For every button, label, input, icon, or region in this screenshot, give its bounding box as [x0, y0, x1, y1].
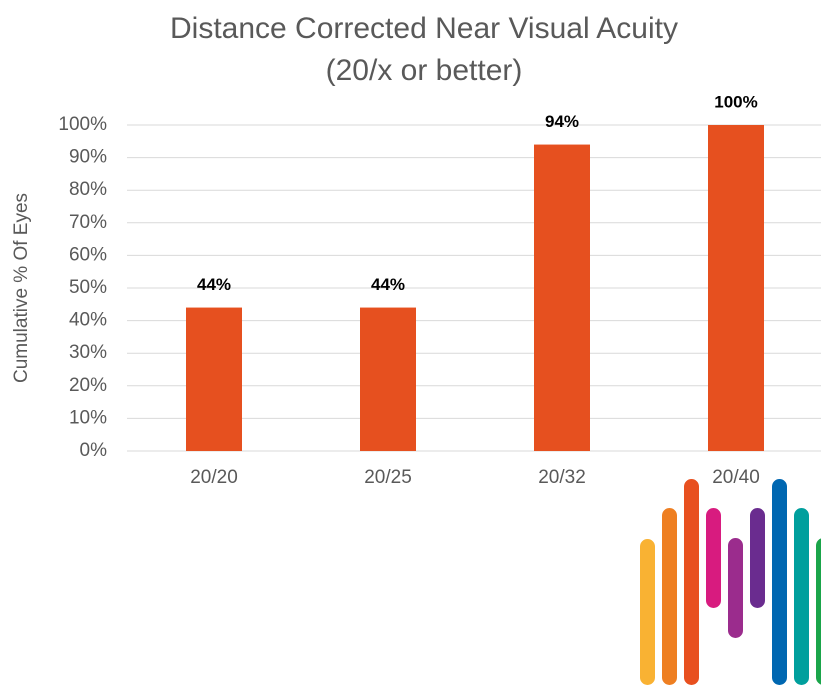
logo-bar [794, 508, 809, 685]
y-tick-label: 90% [69, 147, 107, 168]
x-tick-label: 20/20 [190, 467, 238, 488]
data-label: 44% [197, 275, 231, 294]
y-tick-label: 0% [80, 440, 108, 461]
logo-bar [816, 538, 821, 685]
y-tick-label: 70% [69, 212, 107, 233]
bar [360, 307, 416, 451]
data-label: 44% [371, 275, 405, 294]
x-tick-label: 20/25 [364, 467, 412, 488]
data-label: 100% [714, 92, 757, 111]
logo-bar [728, 538, 743, 638]
y-tick-label: 20% [69, 375, 107, 396]
y-tick-label: 40% [69, 310, 107, 331]
y-tick-label: 50% [69, 277, 107, 298]
chart-title: Distance Corrected Near Visual Acuity [170, 12, 678, 45]
y-tick-label: 100% [58, 114, 107, 135]
logo-bar [706, 508, 721, 608]
y-tick-label: 60% [69, 244, 107, 265]
y-axis-label: Cumulative % Of Eyes [11, 193, 32, 383]
bar [186, 307, 242, 451]
logo [640, 479, 821, 685]
bar [708, 125, 764, 451]
y-tick-label: 30% [69, 342, 107, 363]
x-tick-label: 20/40 [712, 467, 760, 488]
logo-bar [684, 479, 699, 685]
y-tick-label: 80% [69, 179, 107, 200]
x-tick-label: 20/32 [538, 467, 586, 488]
logo-bar [662, 508, 677, 685]
chart-subtitle: (20/x or better) [326, 54, 523, 87]
logo-bar [640, 539, 655, 685]
data-label: 94% [545, 112, 579, 131]
bar [534, 144, 590, 451]
logo-bar [772, 479, 787, 685]
logo-bar [750, 508, 765, 608]
y-tick-label: 10% [69, 407, 107, 428]
